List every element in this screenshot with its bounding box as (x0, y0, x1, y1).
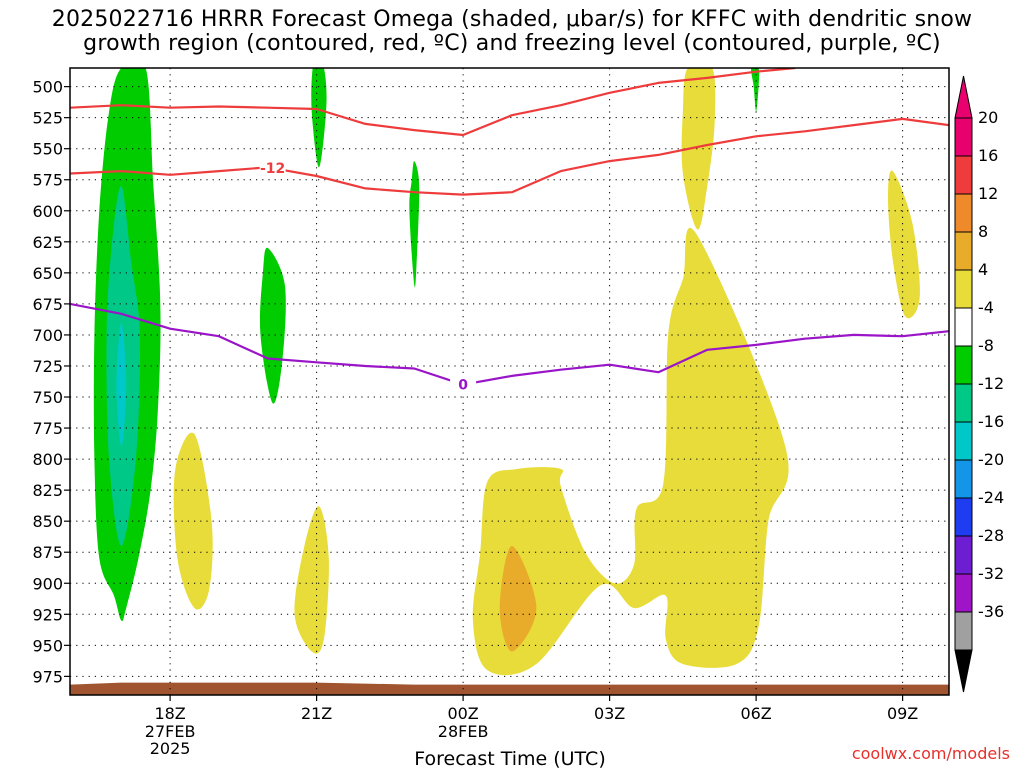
x-tick-label: 00Z (447, 704, 478, 723)
colorbar-label: -28 (978, 526, 1004, 545)
y-tick-label: 850 (32, 512, 63, 531)
title-line-1: 2025022716 HRRR Forecast Omega (shaded, … (51, 7, 973, 32)
contour-line-2 (70, 302, 949, 386)
y-tick-label: 650 (32, 264, 63, 283)
x-tick-label: 06Z (740, 704, 771, 723)
x-tick-label: 21Z (301, 704, 332, 723)
grid-layer (70, 68, 949, 695)
y-axis: 500 525 550 575 600 625 650 675 700 725 750 775 800 8… (32, 78, 70, 686)
y-tick-label: 550 (32, 140, 63, 159)
colorbar-label: 4 (978, 260, 988, 279)
colorbar-swatch (954, 117, 973, 157)
x-tick-sublabel: 28FEB (438, 722, 489, 741)
colorbar-swatch (954, 573, 973, 613)
contour-layer: -12 0 (70, 68, 949, 394)
colorbar-top-arrow (954, 75, 973, 119)
colorbar-swatch (954, 231, 973, 271)
omega-region-3 (259, 247, 286, 404)
title-line-2: growth region (contoured, red, ºC) and f… (83, 31, 941, 56)
contour-line-0 (70, 117, 949, 196)
contour-label: -12 (260, 161, 285, 177)
colorbar-swatch (954, 535, 973, 575)
colorbar-label: -20 (978, 450, 1004, 469)
colorbar-swatch (954, 383, 973, 423)
colorbar-swatch (954, 421, 973, 461)
contour-label-bg (259, 160, 286, 177)
omega-region-10 (294, 506, 329, 654)
y-tick-label: 750 (32, 388, 63, 407)
omega-region-9 (173, 432, 213, 610)
colorbar-label: -36 (978, 602, 1004, 621)
y-tick-label: 675 (32, 295, 63, 314)
colorbar: 20 16 12 8 4 -4 -8 -12 -16 -20 -24 -28 -32 -36 (954, 75, 1004, 693)
colorbar-swatch (954, 307, 973, 347)
colorbar-swatch (954, 269, 973, 309)
y-tick-label: 775 (32, 419, 63, 438)
chart-title: 2025022716 HRRR Forecast Omega (shaded, … (0, 8, 1024, 56)
y-tick-label: 800 (32, 450, 63, 469)
colorbar-bottom-arrow (954, 649, 973, 693)
x-axis-label: Forecast Time (UTC) (414, 748, 605, 768)
y-tick-label: 525 (32, 109, 63, 128)
y-tick-label: 725 (32, 357, 63, 376)
colorbar-swatch (954, 497, 973, 537)
x-tick-sublabel: 27FEB (145, 722, 196, 741)
y-tick-label: 700 (32, 326, 63, 345)
omega-region-6 (751, 68, 760, 112)
x-tick-sublabel: 2025 (150, 739, 191, 758)
x-tick-label: 18Z (154, 704, 185, 723)
colorbar-swatch (954, 345, 973, 385)
plot-frame (69, 67, 950, 696)
y-tick-label: 500 (32, 78, 63, 97)
omega-region-2 (116, 322, 127, 447)
y-tick-label: 625 (32, 233, 63, 252)
colorbar-label: -4 (978, 298, 994, 317)
colorbar-swatch (954, 459, 973, 499)
colorbar-label: 20 (978, 108, 998, 127)
y-tick-label: 900 (32, 574, 63, 593)
omega-region-12 (499, 546, 537, 652)
colorbar-label: -24 (978, 488, 1004, 507)
y-tick-label: 825 (32, 481, 63, 500)
omega-region-7 (681, 68, 716, 230)
contour-line-1 (70, 68, 796, 137)
credit-text: coolwx.com/models (851, 744, 1010, 763)
shaded-omega-layer (93, 68, 920, 676)
x-tick-label: 03Z (594, 704, 625, 723)
colorbar-label: -32 (978, 564, 1004, 583)
colorbar-label: -8 (978, 336, 994, 355)
omega-region-8 (472, 227, 789, 676)
y-tick-label: 875 (32, 543, 63, 562)
colorbar-label: 8 (978, 222, 988, 241)
colorbar-swatch (954, 193, 973, 233)
y-tick-label: 575 (32, 171, 63, 190)
omega-region-4 (311, 68, 327, 168)
colorbar-label: -16 (978, 412, 1004, 431)
colorbar-label: 16 (978, 146, 998, 165)
contour-label: 0 (458, 378, 468, 394)
colorbar-swatch (954, 155, 973, 195)
x-tick-label: 09Z (887, 704, 918, 723)
y-tick-label: 600 (32, 202, 63, 221)
omega-region-11 (888, 170, 920, 319)
contour-label-bg (450, 376, 477, 393)
terrain-layer (70, 682, 949, 695)
colorbar-label: 12 (978, 184, 998, 203)
y-tick-label: 950 (32, 636, 63, 655)
terrain-ground (70, 682, 949, 695)
y-tick-label: 975 (32, 667, 63, 686)
colorbar-label: -12 (978, 374, 1004, 393)
colorbar-swatch (954, 611, 973, 651)
y-tick-label: 925 (32, 605, 63, 624)
